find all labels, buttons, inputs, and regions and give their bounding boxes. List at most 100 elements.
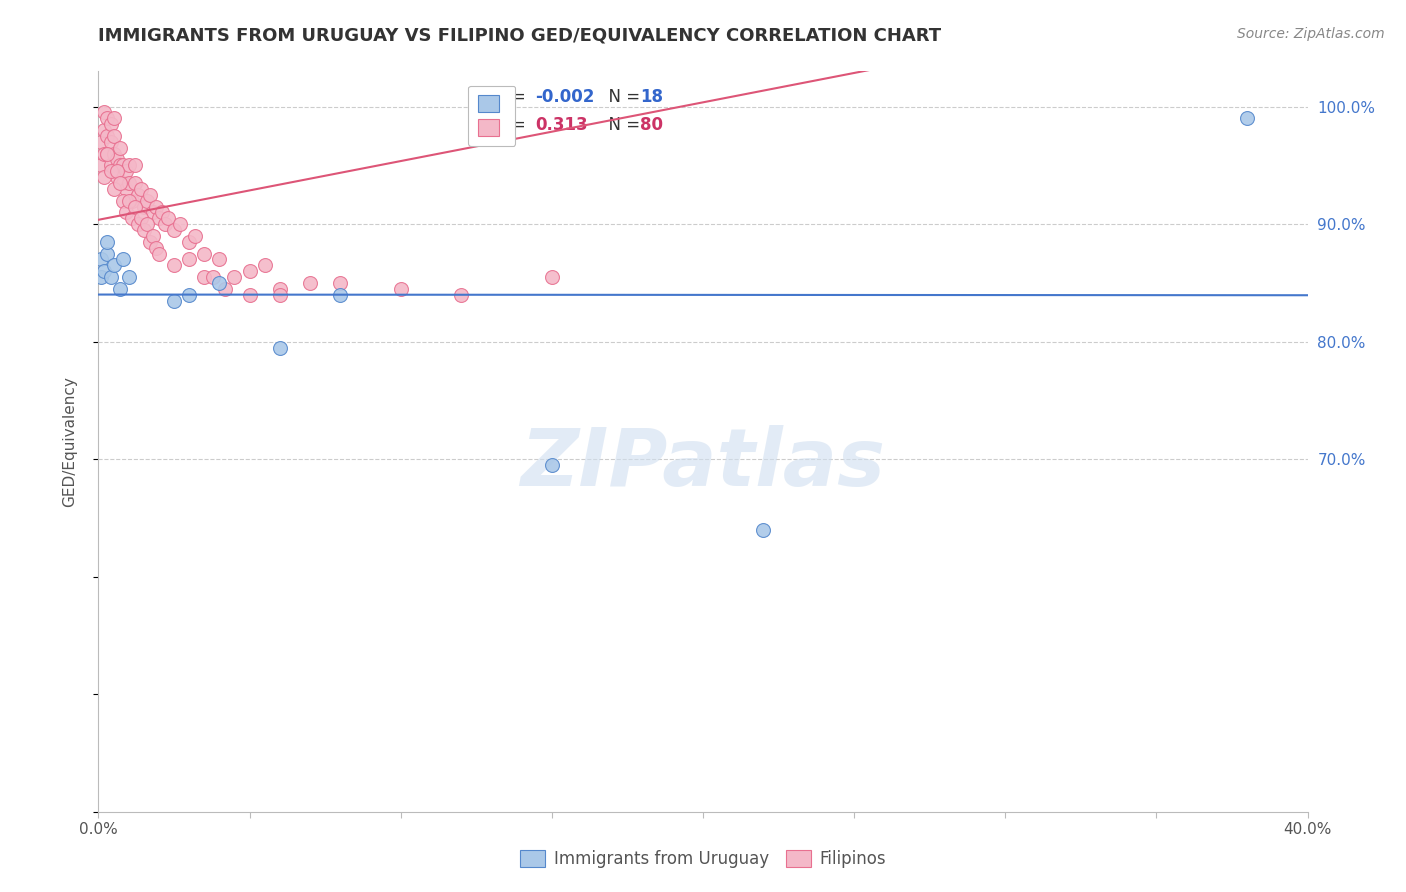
Point: [208, 276, 231, 290]
Point: [156, 211, 179, 226]
Text: -0.002: -0.002: [534, 87, 595, 105]
Point: [389, 282, 412, 296]
Point: [100, 135, 122, 149]
Point: [118, 176, 141, 190]
Point: [114, 205, 136, 219]
Point: [299, 276, 322, 290]
Point: [90, 270, 112, 285]
Text: R =: R =: [495, 87, 531, 105]
Point: [103, 182, 125, 196]
Point: [224, 270, 246, 285]
Point: [127, 217, 149, 231]
Point: [108, 176, 131, 190]
Point: [253, 258, 276, 272]
Point: [1236, 112, 1258, 126]
Point: [100, 164, 122, 178]
Point: [114, 182, 136, 196]
Point: [169, 217, 191, 231]
Point: [90, 135, 112, 149]
Point: [124, 158, 146, 172]
Point: [100, 117, 122, 131]
Point: [142, 205, 165, 219]
Point: [124, 200, 146, 214]
Point: [93, 264, 115, 278]
Point: [100, 270, 122, 285]
Point: [135, 217, 157, 231]
Point: [132, 200, 155, 214]
Text: IMMIGRANTS FROM URUGUAY VS FILIPINO GED/EQUIVALENCY CORRELATION CHART: IMMIGRANTS FROM URUGUAY VS FILIPINO GED/…: [98, 27, 942, 45]
Point: [129, 211, 152, 226]
Point: [103, 164, 125, 178]
Point: [202, 270, 225, 285]
Point: [193, 270, 215, 285]
Point: [96, 146, 118, 161]
Point: [111, 176, 134, 190]
Point: [129, 182, 152, 196]
Text: Source: ZipAtlas.com: Source: ZipAtlas.com: [1237, 27, 1385, 41]
Point: [135, 194, 157, 208]
Point: [105, 153, 128, 167]
Point: [93, 146, 115, 161]
Point: [145, 241, 167, 255]
Point: [184, 228, 207, 243]
Point: [269, 287, 291, 301]
Point: [239, 287, 262, 301]
Point: [103, 146, 125, 161]
Text: 80: 80: [640, 116, 664, 134]
Point: [145, 200, 167, 214]
Point: [108, 158, 131, 172]
Point: [103, 258, 125, 272]
Point: [96, 112, 118, 126]
Point: [127, 187, 149, 202]
Point: [93, 105, 115, 120]
Point: [540, 270, 562, 285]
Point: [179, 287, 201, 301]
Point: [114, 164, 136, 178]
Point: [118, 158, 141, 172]
Point: [153, 217, 176, 231]
Y-axis label: GED/Equivalency: GED/Equivalency: [63, 376, 77, 507]
Point: [90, 252, 112, 267]
Point: [150, 205, 173, 219]
Point: [132, 223, 155, 237]
Text: N =: N =: [598, 87, 645, 105]
Point: [179, 252, 201, 267]
Point: [214, 282, 236, 296]
Point: [103, 128, 125, 143]
Point: [96, 128, 118, 143]
Point: [752, 523, 775, 537]
Text: R =: R =: [495, 116, 531, 134]
Point: [118, 270, 141, 285]
Point: [105, 164, 128, 178]
Point: [139, 187, 162, 202]
Point: [121, 211, 143, 226]
Point: [163, 293, 186, 308]
Point: [269, 341, 291, 355]
Point: [329, 276, 352, 290]
Point: [93, 170, 115, 185]
Point: [108, 141, 131, 155]
Point: [124, 176, 146, 190]
Point: [239, 264, 262, 278]
Point: [108, 282, 131, 296]
Point: [93, 123, 115, 137]
Point: [118, 194, 141, 208]
Point: [111, 194, 134, 208]
Point: [96, 146, 118, 161]
Point: [139, 235, 162, 249]
Point: [142, 228, 165, 243]
Point: [329, 287, 352, 301]
Point: [148, 211, 170, 226]
Point: [111, 158, 134, 172]
Point: [148, 246, 170, 260]
Point: [450, 287, 472, 301]
Point: [100, 158, 122, 172]
Point: [269, 282, 291, 296]
Point: [163, 258, 186, 272]
Point: [96, 235, 118, 249]
Point: [96, 246, 118, 260]
Text: N =: N =: [598, 116, 645, 134]
Point: [193, 246, 215, 260]
Point: [121, 194, 143, 208]
Point: [208, 252, 231, 267]
